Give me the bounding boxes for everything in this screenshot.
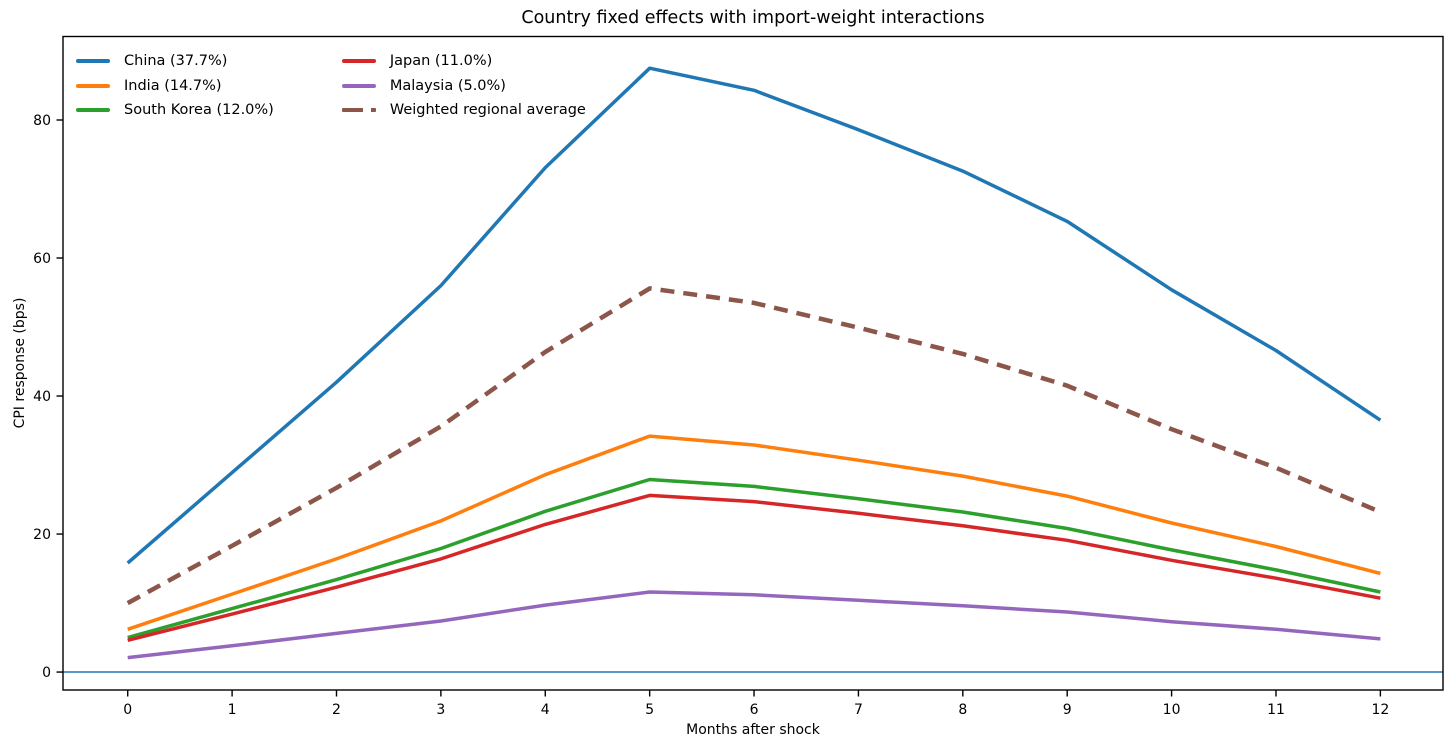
x-tick-label: 4 — [541, 702, 550, 718]
y-tick-label: 80 — [33, 113, 51, 129]
series-line-india — [127, 434, 1381, 631]
legend-item: Malaysia (5.0%) — [341, 77, 586, 94]
x-tick-label: 2 — [332, 702, 341, 718]
x-tick-label: 6 — [750, 702, 759, 718]
legend-swatch-solid — [341, 83, 376, 88]
series-line-south-korea — [127, 477, 1381, 640]
x-tick-label: 0 — [123, 702, 132, 718]
legend-label: Japan (11.0%) — [389, 53, 493, 70]
legend-item: China (37.7%) — [76, 53, 274, 69]
legend-item: South Korea (12.0%) — [76, 102, 274, 118]
series-line-japan — [127, 493, 1381, 642]
legend-label: Weighted regional average — [389, 102, 586, 119]
x-tick-label: 11 — [1267, 702, 1285, 718]
legend-swatch-solid — [76, 108, 110, 113]
series-line-weighted-regional-average — [126, 286, 1382, 606]
legend-item: Japan (11.0%) — [341, 53, 586, 70]
legend-swatch-solid — [76, 83, 110, 88]
x-tick-label: 1 — [228, 702, 237, 718]
legend-label: India (14.7%) — [124, 77, 222, 94]
y-tick-label: 0 — [42, 665, 51, 681]
x-tick-label: 3 — [436, 702, 445, 718]
x-tick-label: 12 — [1371, 702, 1389, 718]
legend-label: Malaysia (5.0%) — [389, 77, 506, 94]
chart-title: Country fixed effects with import-weight… — [521, 8, 985, 28]
series-line-malaysia — [127, 590, 1381, 660]
y-tick-label: 20 — [33, 527, 51, 543]
legend-item: India (14.7%) — [76, 78, 274, 94]
y-tick-label: 40 — [33, 389, 51, 405]
x-axis-label: Months after shock — [686, 722, 820, 738]
legend: China (37.7%) India (14.7%) South Korea (1… — [76, 49, 586, 123]
x-tick-label: 10 — [1163, 702, 1181, 718]
legend-item: Weighted regional average — [341, 102, 586, 119]
x-tick-label: 9 — [1063, 702, 1072, 718]
legend-swatch-solid — [76, 59, 110, 64]
y-tick-label: 60 — [33, 251, 51, 267]
y-axis-label: CPI response (bps) — [12, 297, 28, 429]
legend-swatch-dashed — [341, 108, 376, 113]
axes-spines — [62, 35, 1444, 691]
legend-label: China (37.7%) — [124, 53, 228, 70]
legend-label: South Korea (12.0%) — [124, 102, 274, 119]
x-tick-label: 5 — [645, 702, 654, 718]
x-tick-label: 7 — [854, 702, 863, 718]
legend-swatch-solid — [341, 59, 376, 64]
series-line-china — [126, 66, 1382, 565]
x-tick-label: 8 — [958, 702, 967, 718]
